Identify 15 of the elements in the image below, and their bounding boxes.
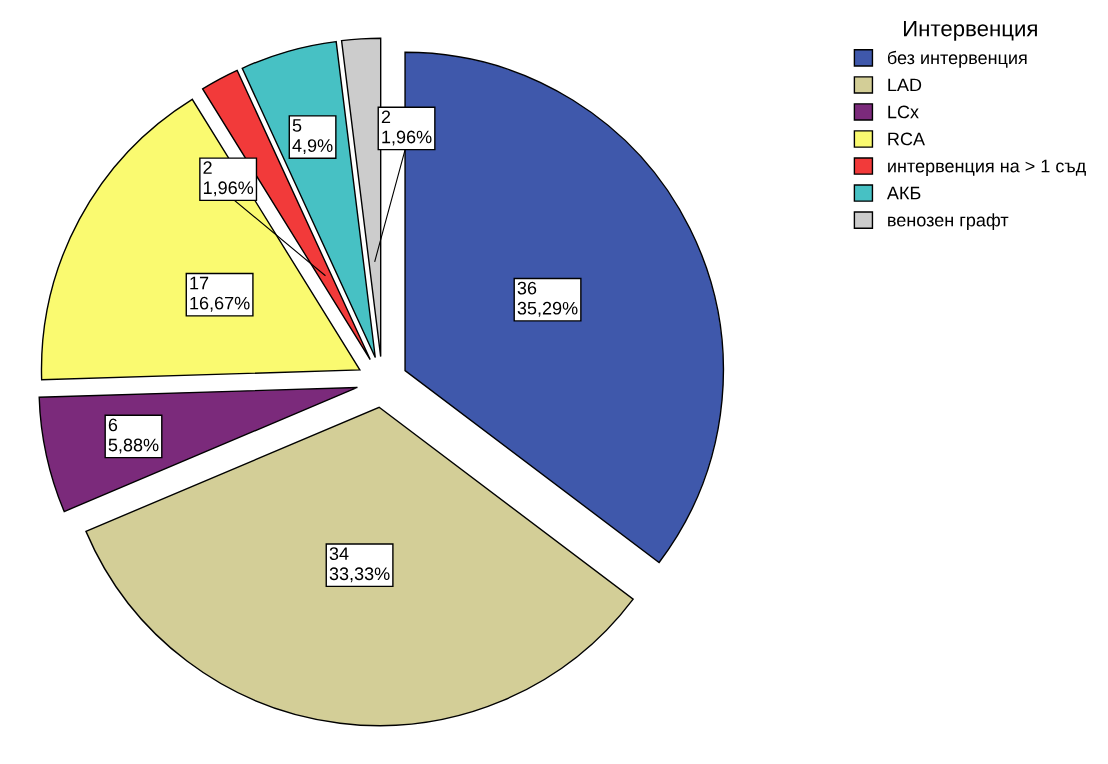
legend-title: Интервенция [904, 20, 1037, 41]
data-label: 36 35,29% [517, 281, 578, 317]
legend-label: RCA [888, 132, 925, 146]
data-label: 6 5,88% [108, 418, 159, 454]
legend-label: интервенция на > 1 съд [888, 159, 1086, 176]
data-label: 2 1,96% [203, 161, 254, 197]
legend-label: LAD [888, 78, 922, 92]
legend-label: без интервенция [887, 50, 1027, 68]
legend-label: венозен графт [888, 213, 1009, 231]
legend-label: АКБ [886, 186, 921, 200]
data-label: 34 33,33% [329, 547, 390, 583]
data-label: 2 1,96% [381, 110, 432, 146]
legend-label: LCx [888, 105, 919, 119]
data-label: 5 4,9% [292, 119, 333, 155]
data-label: 17 16,67% [190, 276, 250, 312]
